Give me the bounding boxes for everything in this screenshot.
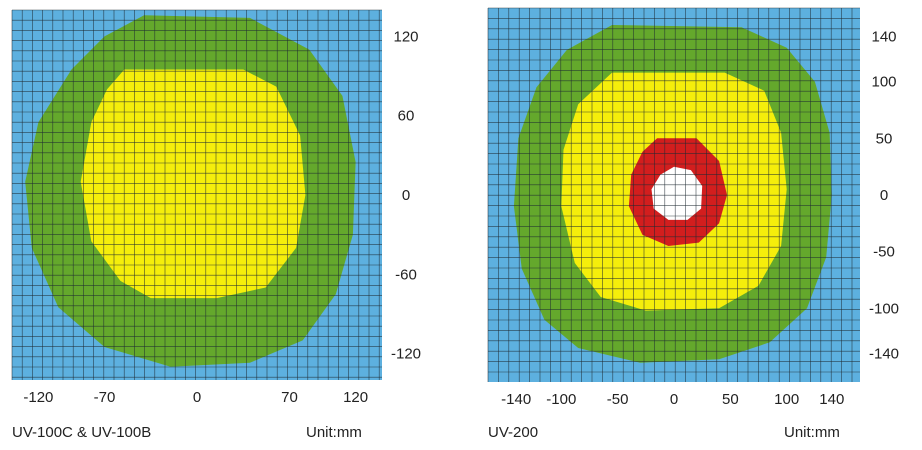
y-tick-label: 100 [871,74,896,91]
right-chart-unit: Unit:mm [784,424,840,441]
x-tick-label: 120 [343,389,368,406]
left-chart-caption: UV-100C & UV-100B [12,424,152,441]
x-tick-label: -70 [94,389,116,406]
y-tick-label: -120 [391,346,421,363]
x-tick-label: -140 [501,391,531,408]
y-tick-label: 50 [876,130,893,147]
x-tick-label: -120 [23,389,53,406]
y-tick-label: 120 [393,28,418,45]
y-tick-label: 0 [880,187,888,204]
x-tick-label: -100 [546,391,576,408]
right-chart-caption: UV-200 [488,424,539,441]
x-tick-label: 50 [722,391,739,408]
y-tick-label: -60 [395,266,417,283]
zone-center [651,166,703,220]
x-tick-label: -50 [607,391,629,408]
y-tick-label: 60 [398,108,415,125]
grid-lines [11,9,382,380]
y-tick-label: 0 [402,187,410,204]
left-chart-unit: Unit:mm [306,424,362,441]
y-tick-label: -50 [873,244,895,261]
zone-middle [80,69,306,299]
y-tick-label: 140 [871,28,896,45]
y-tick-label: -100 [869,300,899,317]
x-tick-label: 0 [193,389,201,406]
x-tick-label: 100 [774,391,799,408]
y-tick-label: -140 [869,346,899,363]
left-chart: -120 -70 0 70 120 120 60 0 -60 -120 [11,9,421,406]
x-tick-label: 70 [281,389,298,406]
x-tick-label: 0 [670,391,678,408]
x-tick-label: 140 [819,391,844,408]
right-chart: -140 -100 -50 0 50 100 140 140 100 50 0 -50 -100 -140 [487,7,899,408]
grid-lines [487,7,860,382]
